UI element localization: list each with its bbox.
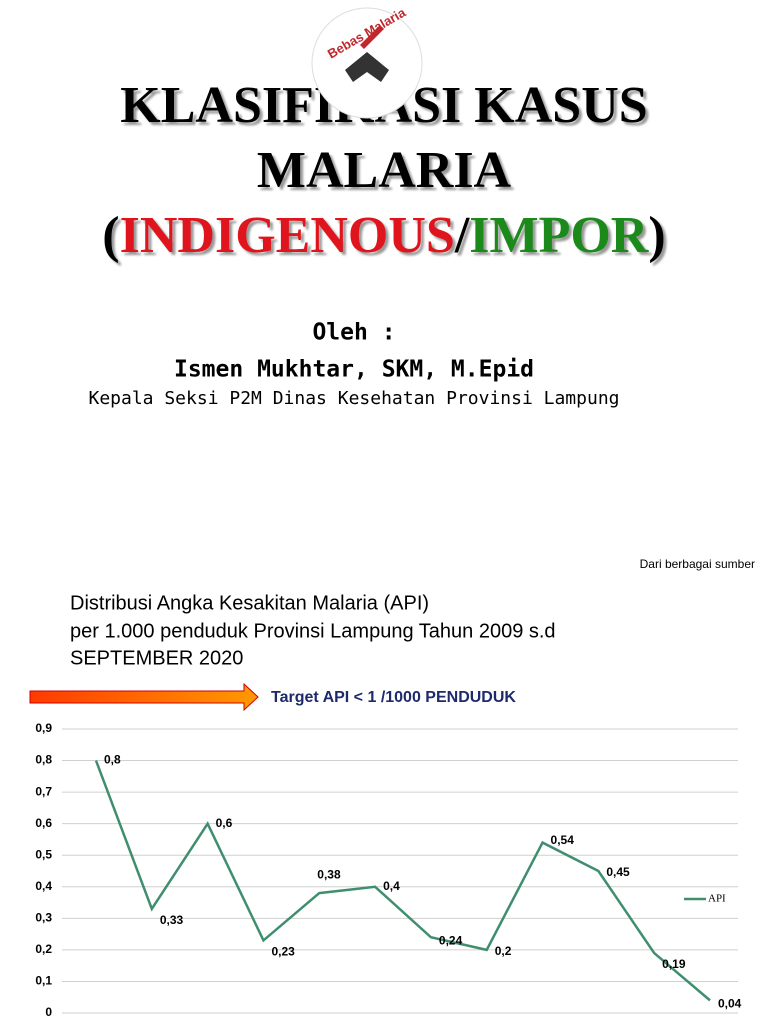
title-part: IMPOR <box>469 207 650 264</box>
chart-title: SEPTEMBER 2020 <box>70 647 243 669</box>
y-tick-label: 0,7 <box>35 784 52 798</box>
series-line <box>94 760 711 1002</box>
y-tick-label: 0,8 <box>35 753 52 767</box>
y-tick-label: 0,4 <box>35 879 52 893</box>
value-label: 0,38 <box>317 867 341 881</box>
value-label: 0,2 <box>495 944 512 958</box>
value-label: 0,04 <box>718 997 742 1011</box>
y-tick-label: 0,1 <box>35 974 52 988</box>
value-label: 0,45 <box>606 865 630 879</box>
value-label: 0,24 <box>439 933 463 947</box>
value-label: 0,33 <box>160 913 184 927</box>
value-label: 0,54 <box>551 833 575 847</box>
title-line: (INDIGENOUS/IMPOR) <box>102 207 665 264</box>
y-tick-label: 0,6 <box>35 816 52 830</box>
chart-title: per 1.000 penduduk Provinsi Lampung Tahu… <box>70 620 556 642</box>
legend-label: API <box>708 893 726 905</box>
y-tick-label: 0,5 <box>35 847 52 861</box>
arrow <box>29 682 259 712</box>
value-label: 0,4 <box>383 879 400 893</box>
title-part: ( <box>102 207 119 264</box>
value-label: 0,19 <box>662 957 686 971</box>
y-tick-label: 0,2 <box>35 942 52 956</box>
value-label: 0,6 <box>216 816 233 830</box>
author: Ismen Mukhtar, SKM, M.Epid <box>174 357 534 383</box>
y-tick-label: 0,3 <box>35 911 52 925</box>
annotation: Target API < 1 /1000 PENDUDUK <box>271 689 516 706</box>
title-line: MALARIA <box>257 142 512 199</box>
chart-title: Distribusi Angka Kesakitan Malaria (API) <box>70 592 429 614</box>
by: Oleh : <box>312 320 395 346</box>
value-label: 0,8 <box>104 753 121 767</box>
title-part: / <box>454 207 470 264</box>
value-label: 0,23 <box>271 945 295 959</box>
y-tick-label: 0 <box>45 1005 52 1019</box>
position: Kepala Seksi P2M Dinas Kesehatan Provins… <box>88 388 619 409</box>
logo: Bebas Malaria <box>311 4 423 119</box>
y-tick-label: 0,9 <box>35 721 52 735</box>
title-part: ) <box>648 207 665 264</box>
source: Dari berbagai sumber <box>640 557 755 571</box>
title-part: INDIGENOUS <box>120 207 455 264</box>
